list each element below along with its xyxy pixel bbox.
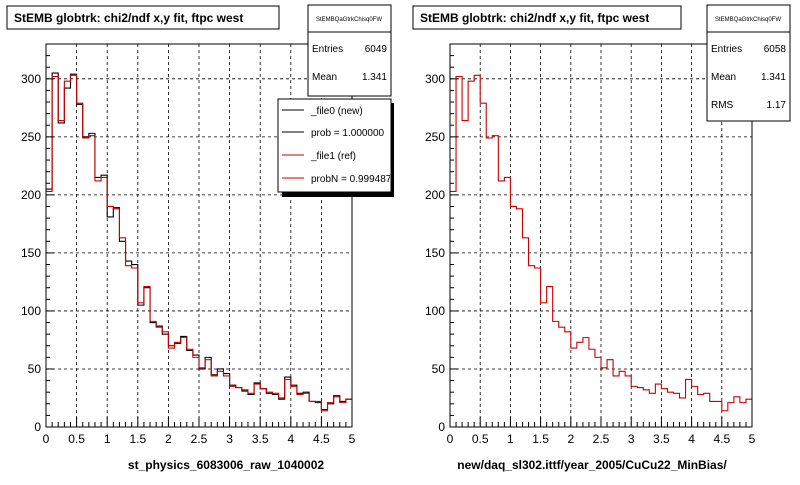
- y-tick-label: 300: [425, 72, 445, 86]
- x-tick-label: 1.5: [532, 432, 549, 446]
- x-tick-label: 1: [104, 432, 111, 446]
- x-tick-label: 5: [749, 432, 756, 446]
- panel-right-stats-label: RMS: [711, 100, 734, 111]
- x-tick-label: 0: [43, 432, 50, 446]
- x-tick-label: 2: [165, 432, 172, 446]
- y-tick-label: 0: [34, 420, 41, 434]
- x-tick-label: 4.5: [313, 432, 330, 446]
- y-tick-label: 250: [425, 130, 445, 144]
- panel-left-stats-box: StEMBQaGtrkChisq0FW Entries 6049 Mean 1.…: [307, 4, 392, 97]
- panel-right-stats-frame: [706, 4, 791, 122]
- x-tick-label: 0.5: [472, 432, 489, 446]
- panel-right-stats-label: Entries: [711, 44, 742, 55]
- x-tick-label: 2.5: [593, 432, 610, 446]
- legend-label: probN = 0.999487: [311, 174, 392, 185]
- y-tick-label: 150: [425, 246, 445, 260]
- x-tick-label: 3.5: [252, 432, 269, 446]
- panel-left-title-box: [6, 5, 280, 30]
- panel-right-title-box: [412, 5, 682, 30]
- x-tick-label: 0: [447, 432, 454, 446]
- legend-label: _file0 (new): [310, 106, 363, 117]
- x-tick-label: 4: [287, 432, 294, 446]
- panel-left-stats-label: Mean: [312, 72, 337, 83]
- panel-right-y-axis: 0 50 100 150 200 250 300: [425, 55, 458, 434]
- y-tick-label: 300: [21, 72, 41, 86]
- legend-frame: [277, 98, 392, 193]
- panel-right-stats-value: 6058: [764, 44, 787, 55]
- y-tick-label: 0: [438, 420, 445, 434]
- panel-right-stats-name: StEMBQaGtrkChisq0FW: [715, 17, 781, 23]
- panel-left-y-axis: 0 50 100 150 200 250 300: [21, 55, 54, 434]
- x-tick-label: 4: [688, 432, 695, 446]
- panel-left-series-group: [46, 72, 352, 412]
- panel-left-stats-value: 6049: [365, 44, 388, 55]
- legend-label: prob = 1.000000: [311, 128, 385, 139]
- x-tick-label: 1.5: [129, 432, 146, 446]
- x-tick-label: 0.5: [68, 432, 85, 446]
- panel-left-x-axis: 0 0.5 1 1.5 2 2.5 3 3.5 4 4.5 5: [43, 417, 356, 446]
- panel-left-stats-name: StEMBQaGtrkChisq0FW: [316, 17, 382, 23]
- panel-left-legend: _file0 (new) prob = 1.000000 _file1 (ref…: [277, 98, 394, 197]
- y-tick-label: 200: [21, 188, 41, 202]
- panel-left-title: StEMB globtrk: chi2/ndf x,y fit, ftpc we…: [14, 11, 243, 25]
- y-tick-label: 50: [28, 362, 42, 376]
- x-tick-label: 3: [628, 432, 635, 446]
- y-tick-label: 200: [425, 188, 445, 202]
- panel-left: StEMB globtrk: chi2/ndf x,y fit, ftpc we…: [6, 4, 394, 472]
- panel-left-footer: st_physics_6083006_raw_1040002: [128, 458, 324, 472]
- x-tick-label: 3.5: [653, 432, 670, 446]
- panel-right-stats-value: 1.341: [761, 72, 786, 83]
- panel-right-footer: new/daq_sl302.ittf/year_2005/CuCu22_MinB…: [457, 458, 727, 472]
- panel-left-stats-label: Entries: [312, 44, 343, 55]
- panel-right-stats-box: StEMBQaGtrkChisq0FW Entries 6058 Mean 1.…: [706, 4, 791, 122]
- y-tick-label: 100: [425, 304, 445, 318]
- x-tick-label: 2.5: [191, 432, 208, 446]
- panel-right-stats-label: Mean: [711, 72, 736, 83]
- panel-right-stats-value: 1.17: [767, 100, 787, 111]
- panel-right-title: StEMB globtrk: chi2/ndf x,y fit, ftpc we…: [420, 11, 649, 25]
- panel-right: StEMB globtrk: chi2/ndf x,y fit, ftpc we…: [412, 4, 791, 472]
- panel-right-x-axis: 0 0.5 1 1.5 2 2.5 3 3.5 4 4.5 5: [447, 417, 756, 446]
- panel-right-series-group: [450, 74, 752, 412]
- panel-left-stats-value: 1.341: [362, 72, 387, 83]
- x-tick-label: 5: [349, 432, 356, 446]
- x-tick-label: 4.5: [713, 432, 730, 446]
- series-line-secondary: [46, 74, 352, 412]
- y-tick-label: 100: [21, 304, 41, 318]
- x-tick-label: 2: [567, 432, 574, 446]
- y-tick-label: 50: [432, 362, 446, 376]
- y-tick-label: 150: [21, 246, 41, 260]
- panel-left-stats-frame: [307, 4, 392, 97]
- x-tick-label: 3: [226, 432, 233, 446]
- y-tick-label: 250: [21, 130, 41, 144]
- legend-clip: _file0 (new) prob = 1.000000 _file1 (ref…: [282, 106, 392, 185]
- legend-label: _file1 (ref): [310, 151, 356, 162]
- x-tick-label: 1: [507, 432, 514, 446]
- panel-right-plot: 0 50 100 150 200 250 300 0 0.5 1 1.5 2 2.5 3 3.5 4 4.5 5: [425, 43, 756, 446]
- series-line-primary: [450, 74, 752, 412]
